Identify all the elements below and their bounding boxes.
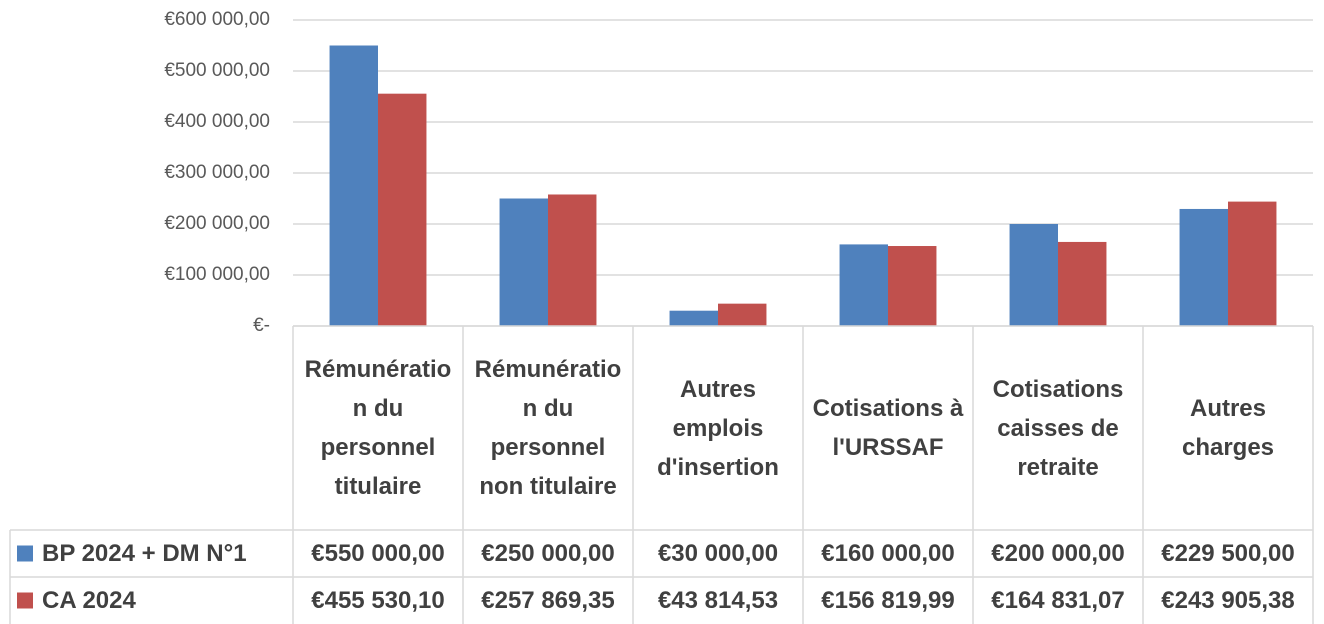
table-value: €156 819,99 (821, 587, 954, 614)
bar (1179, 208, 1228, 326)
table-value: €243 905,38 (1161, 587, 1294, 614)
x-tick-label: Autres charges (1181, 395, 1275, 461)
table-value: €200 000,00 (991, 540, 1124, 567)
legend-swatch (17, 545, 33, 562)
legend-label: BP 2024 + DM N°1 (42, 540, 247, 567)
legend-swatch (17, 592, 33, 609)
table-value: €455 530,10 (311, 587, 444, 614)
bar (329, 45, 378, 326)
bar (548, 194, 597, 326)
x-tick-label: Cotisations à l'URSSAF (812, 395, 964, 461)
x-tick-label: Cotisations caisses de retraite (992, 375, 1124, 481)
table-value: €43 814,53 (658, 587, 778, 614)
y-tick-label: €100 000,00 (164, 264, 270, 285)
bar (378, 93, 427, 326)
bar (669, 310, 718, 326)
y-tick-label: €500 000,00 (164, 60, 270, 81)
table-value: €160 000,00 (821, 540, 954, 567)
bar (718, 303, 767, 326)
bar (888, 246, 937, 326)
bar (499, 198, 548, 326)
y-tick-label: €- (253, 315, 270, 336)
bar (1009, 224, 1058, 326)
table-value: €229 500,00 (1161, 540, 1294, 567)
y-tick-label: €400 000,00 (164, 111, 270, 132)
x-tick-label: Autres emplois d'insertion (657, 375, 779, 481)
y-tick-label: €600 000,00 (164, 9, 270, 30)
y-tick-label: €300 000,00 (164, 162, 270, 183)
table-value: €550 000,00 (311, 540, 444, 567)
bar (1228, 201, 1277, 326)
legend-label: CA 2024 (42, 587, 136, 614)
y-tick-label: €200 000,00 (164, 213, 270, 234)
table-value: €257 869,35 (481, 587, 614, 614)
bar (839, 244, 888, 326)
table-value: €250 000,00 (481, 540, 614, 567)
x-tick-label: Rémunération du personnel titulaire (304, 356, 452, 500)
x-tick-label: Rémunération du personnel non titulaire (474, 356, 622, 500)
table-value: €164 831,07 (991, 587, 1124, 614)
table-value: €30 000,00 (658, 540, 778, 567)
bar (1058, 241, 1107, 326)
